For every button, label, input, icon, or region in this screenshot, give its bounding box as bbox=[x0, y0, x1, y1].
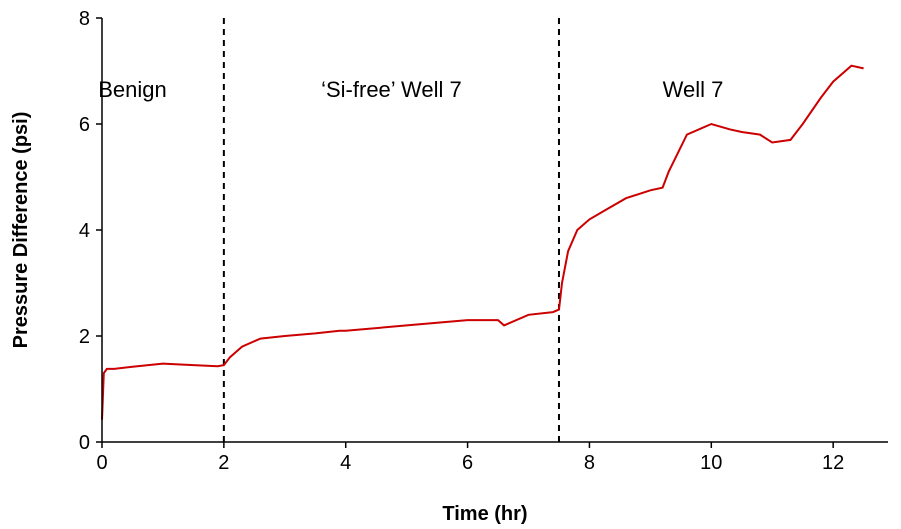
y-tick-label: 6 bbox=[79, 114, 90, 136]
x-tick-label: 0 bbox=[96, 452, 107, 474]
region-label: Benign bbox=[98, 77, 167, 102]
y-tick-label: 4 bbox=[79, 220, 90, 242]
x-tick-label: 4 bbox=[340, 452, 351, 474]
region-label: Well 7 bbox=[663, 77, 724, 102]
x-axis-ticks: 0 2 4 6 8 10 12 bbox=[96, 442, 844, 474]
x-tick-label: 2 bbox=[218, 452, 229, 474]
x-tick-label: 12 bbox=[822, 452, 844, 474]
series-line bbox=[101, 64, 864, 420]
x-tick-label: 10 bbox=[700, 452, 722, 474]
x-tick-label: 8 bbox=[584, 452, 595, 474]
x-tick-label: 6 bbox=[462, 452, 473, 474]
region-dividers bbox=[222, 18, 560, 442]
y-tick-label: 2 bbox=[79, 326, 90, 348]
y-axis-title: Pressure Difference (psi) bbox=[10, 112, 32, 349]
x-axis-title: Time (hr) bbox=[442, 503, 527, 525]
y-tick-label: 0 bbox=[79, 432, 90, 454]
y-axis-ticks: 0 2 4 6 8 bbox=[79, 8, 102, 454]
y-tick-label: 8 bbox=[79, 8, 90, 30]
region-label: ‘Si-free’ Well 7 bbox=[321, 77, 462, 102]
region-labels: Benign ‘Si-free’ Well 7 Well 7 bbox=[98, 77, 723, 102]
